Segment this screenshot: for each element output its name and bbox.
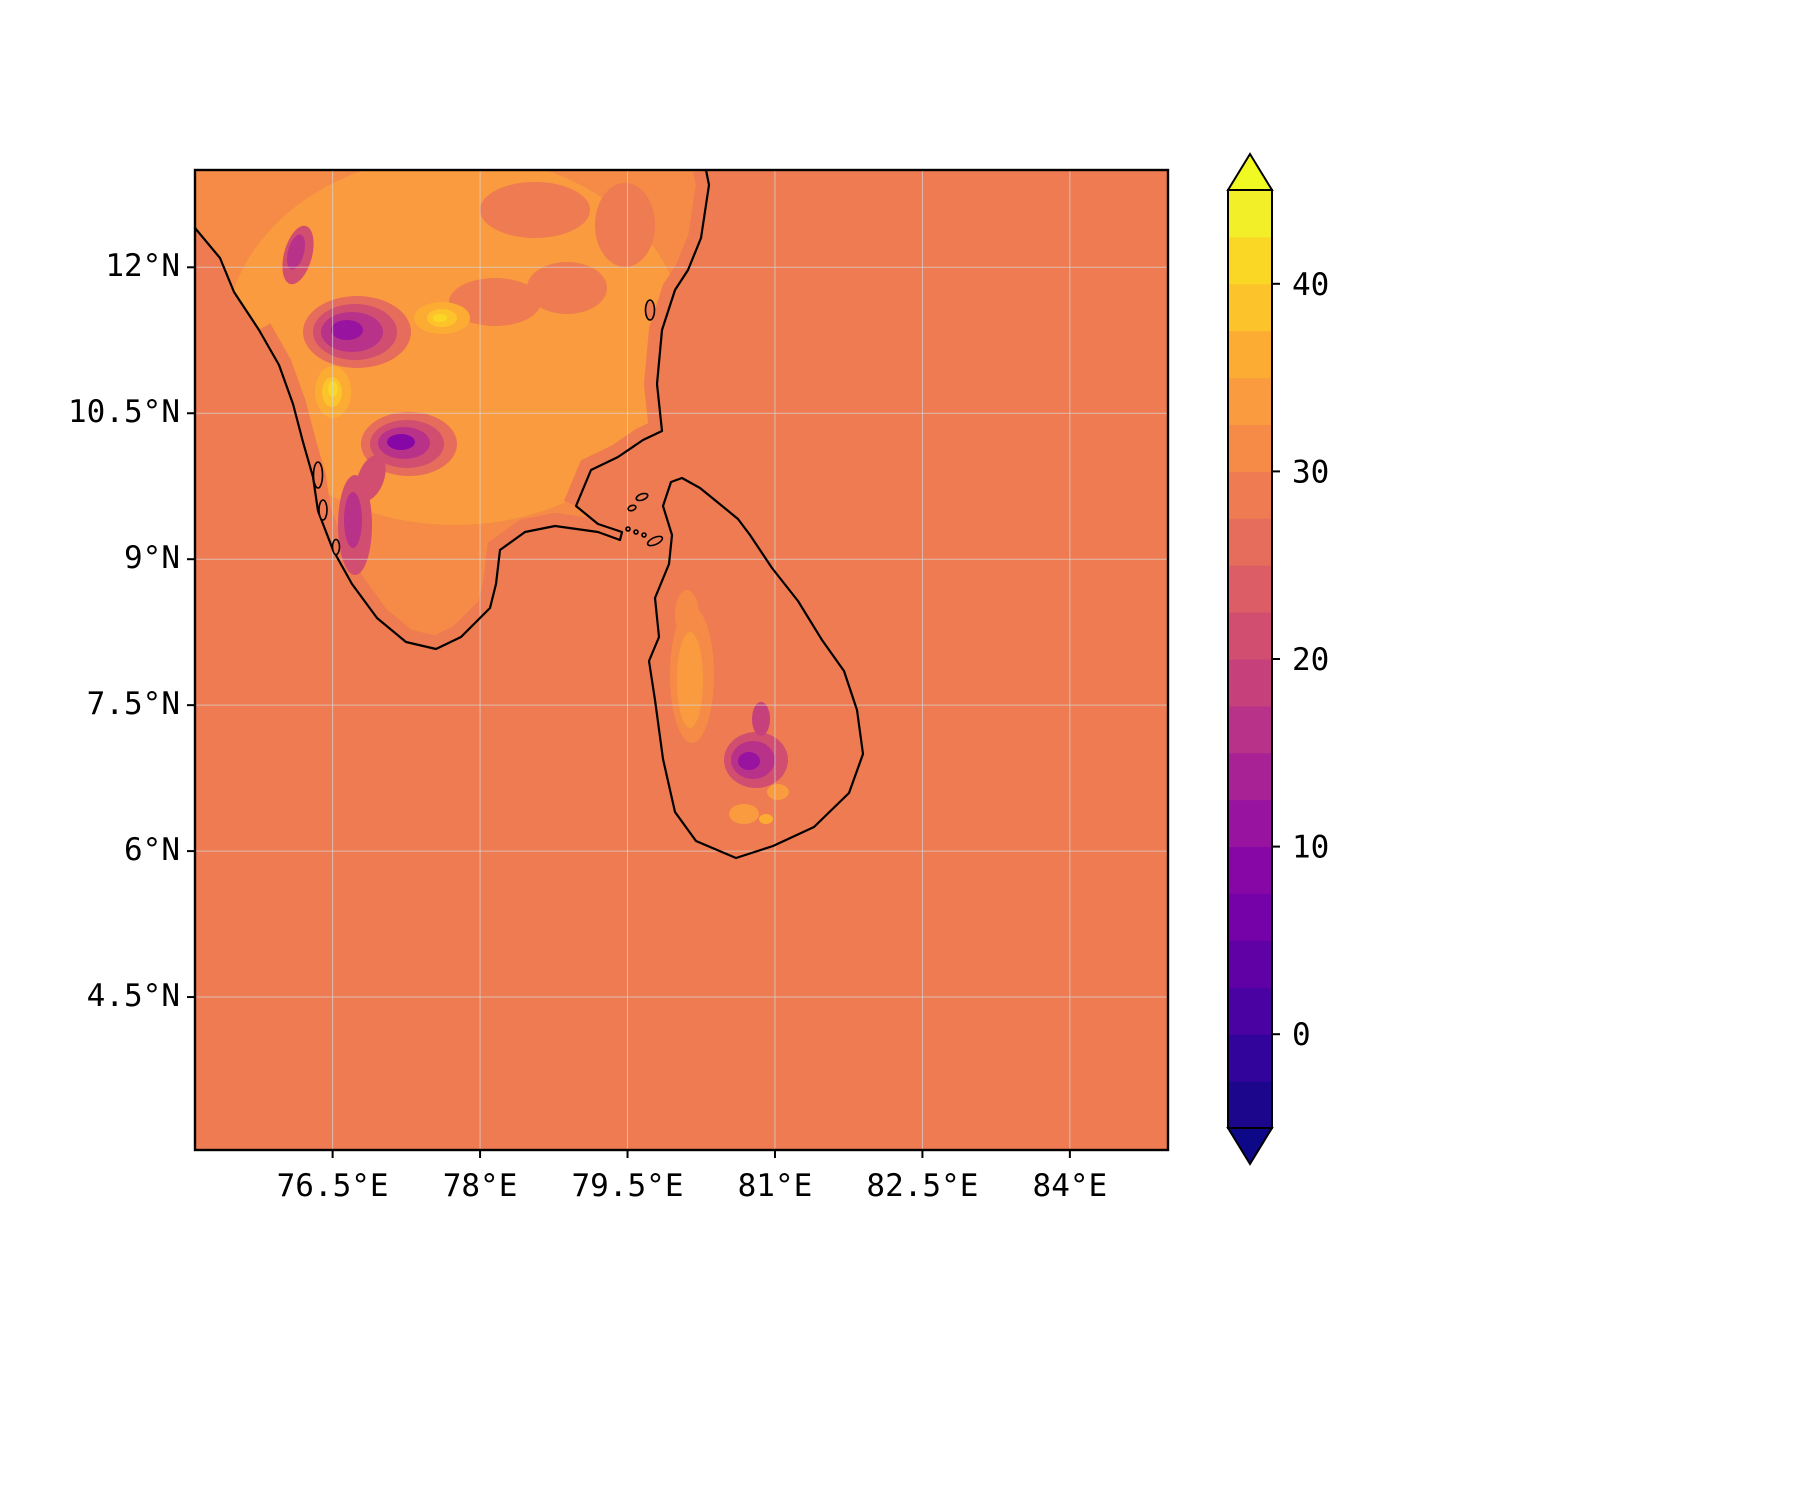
lagoon-east-coast	[644, 299, 656, 321]
coastline-sri-lanka	[647, 476, 865, 860]
colorbar-band	[1228, 283, 1272, 332]
colorbar-band	[1228, 377, 1272, 425]
colorbar-band	[1228, 1081, 1272, 1129]
y-tick-label: 7.5°N	[86, 686, 180, 723]
colorbar-tick-label: 40	[1292, 267, 1329, 303]
colorbar-band	[1228, 190, 1272, 238]
lake-vembanad	[312, 461, 324, 489]
islet-adams-bridge-2	[633, 529, 639, 535]
islet-jaffna-2	[627, 504, 637, 512]
colorbar: 0 10 20 30 40	[1215, 140, 1415, 1204]
islet-jaffna-1	[635, 492, 649, 502]
x-tick-label: 78°E	[442, 1168, 518, 1204]
islet-adams-bridge-3	[641, 532, 647, 538]
y-tick-label: 12°N	[105, 248, 180, 285]
y-tick-label: 6°N	[124, 832, 180, 869]
graticule	[195, 170, 1168, 1150]
colorbar-band	[1228, 565, 1272, 613]
colorbar-tick-label: 30	[1292, 454, 1329, 490]
y-tick-label: 9°N	[124, 540, 180, 577]
colorbar-over-arrow	[1226, 152, 1274, 191]
colorbar-band	[1228, 659, 1272, 707]
y-tick-label: 10.5°N	[68, 394, 180, 431]
coastlines	[193, 168, 865, 860]
colorbar-tick-label: 20	[1292, 642, 1329, 678]
colorbar-band	[1228, 236, 1272, 285]
colorbar-band	[1228, 1034, 1272, 1082]
colorbar-under-arrow	[1226, 1127, 1274, 1166]
axis-tick-marks	[187, 266, 1071, 1158]
x-tick-label: 84°E	[1032, 1168, 1108, 1204]
lake-ashtamudi	[318, 499, 328, 521]
x-tick-label: 82.5°E	[866, 1168, 979, 1204]
colorbar-band	[1228, 893, 1272, 941]
colorbar-tick-label: 10	[1292, 830, 1329, 866]
x-tick-label: 79.5°E	[571, 1168, 684, 1204]
colorbar-band	[1228, 987, 1272, 1035]
colorbar-band	[1228, 330, 1272, 379]
y-tick-label: 4.5°N	[86, 978, 180, 1015]
colorbar-band	[1228, 752, 1272, 801]
coastline-india	[193, 168, 711, 651]
colorbar-band	[1228, 940, 1272, 988]
lake-south-kerala	[331, 538, 341, 556]
temperature-contour-map	[187, 168, 1170, 1158]
colorbar-band	[1228, 612, 1272, 660]
map-plot-area	[187, 168, 1170, 1158]
islet-adams-bridge-1	[625, 526, 631, 532]
x-tick-label: 76.5°E	[276, 1168, 389, 1204]
plot-border	[193, 168, 1170, 1152]
colorbar-band	[1228, 518, 1272, 566]
colorbar-band	[1228, 799, 1272, 848]
colorbar-band	[1228, 705, 1272, 754]
colorbar-band	[1228, 471, 1272, 519]
colorbar-tick-label: 0	[1292, 1017, 1311, 1053]
island-mannar	[646, 535, 664, 547]
colorbar-band	[1228, 846, 1272, 894]
colorbar-band	[1228, 424, 1272, 472]
x-tick-label: 81°E	[737, 1168, 813, 1204]
